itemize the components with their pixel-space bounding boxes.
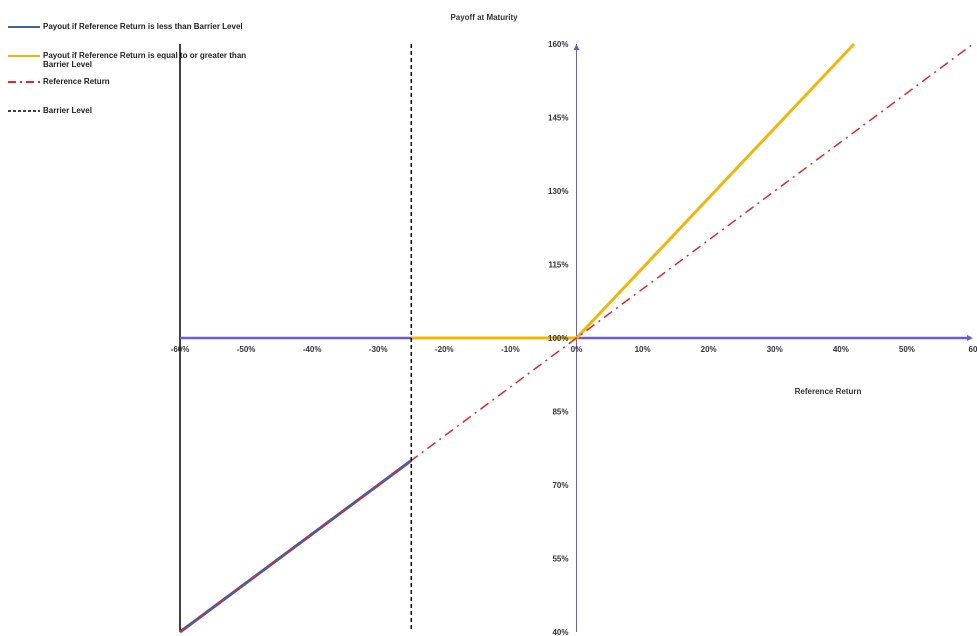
x-tick-label: 30% <box>767 345 783 354</box>
x-tick-label: 0% <box>571 345 583 354</box>
legend-swatch-below-barrier <box>8 26 40 28</box>
x-axis-arrow <box>967 335 973 341</box>
legend-item-below-barrier: Payout if Reference Return is less than … <box>8 22 328 31</box>
x-tick-label: 40% <box>833 345 849 354</box>
x-tick-label: 10% <box>635 345 651 354</box>
reference-return-overlay <box>179 460 412 633</box>
x-tick-label: 60 <box>969 345 977 354</box>
x-tick-label: 50% <box>899 345 915 354</box>
x-tick-label: -20% <box>435 345 454 354</box>
x-tick-label: -10% <box>501 345 520 354</box>
y-tick-label: 160% <box>548 40 568 49</box>
legend-swatch-barrier-level <box>8 110 40 112</box>
y-tick-label: 70% <box>552 481 568 490</box>
y-tick-label: 40% <box>552 628 568 636</box>
legend-item-barrier-level: Barrier Level <box>8 106 328 115</box>
x-tick-label: -40% <box>303 345 322 354</box>
legend-swatch-reference-return <box>8 81 40 83</box>
legend-item-above-barrier: Payout if Reference Return is equal to o… <box>8 51 328 69</box>
legend-item-reference-return: Reference Return <box>8 77 328 86</box>
legend-label-barrier-level: Barrier Level <box>43 106 92 115</box>
reference-return-line <box>179 43 974 633</box>
y-tick-label: 85% <box>552 408 568 417</box>
x-tick-label: 20% <box>701 345 717 354</box>
legend-swatch-above-barrier <box>8 55 40 57</box>
x-tick-label: -30% <box>369 345 388 354</box>
above-barrier-payout-line <box>411 42 856 340</box>
y-tick-label: 115% <box>548 261 568 270</box>
x-axis-label: Reference Return <box>795 387 862 396</box>
y-tick-label: 145% <box>548 114 568 123</box>
chart-legend: Payout if Reference Return is less than … <box>8 22 328 115</box>
tick-layer: -60% -50% -40% -30% -20% -10% 0% 10% 20% 30% 40% 50… <box>171 40 977 636</box>
y-tick-label: 55% <box>552 555 568 564</box>
chart-title: Payoff at Maturity <box>450 13 518 22</box>
legend-label-above-barrier: Payout if Reference Return is equal to o… <box>43 51 247 69</box>
y-tick-label: 130% <box>548 187 568 196</box>
y-tick-label: 100% <box>548 334 568 343</box>
y-axis-arrow <box>573 44 580 50</box>
legend-label-reference-return: Reference Return <box>43 77 110 86</box>
series-layer <box>179 42 974 634</box>
x-tick-label: -50% <box>237 345 256 354</box>
x-tick-label: -60% <box>171 345 190 354</box>
legend-label-below-barrier: Payout if Reference Return is less than … <box>43 22 243 31</box>
